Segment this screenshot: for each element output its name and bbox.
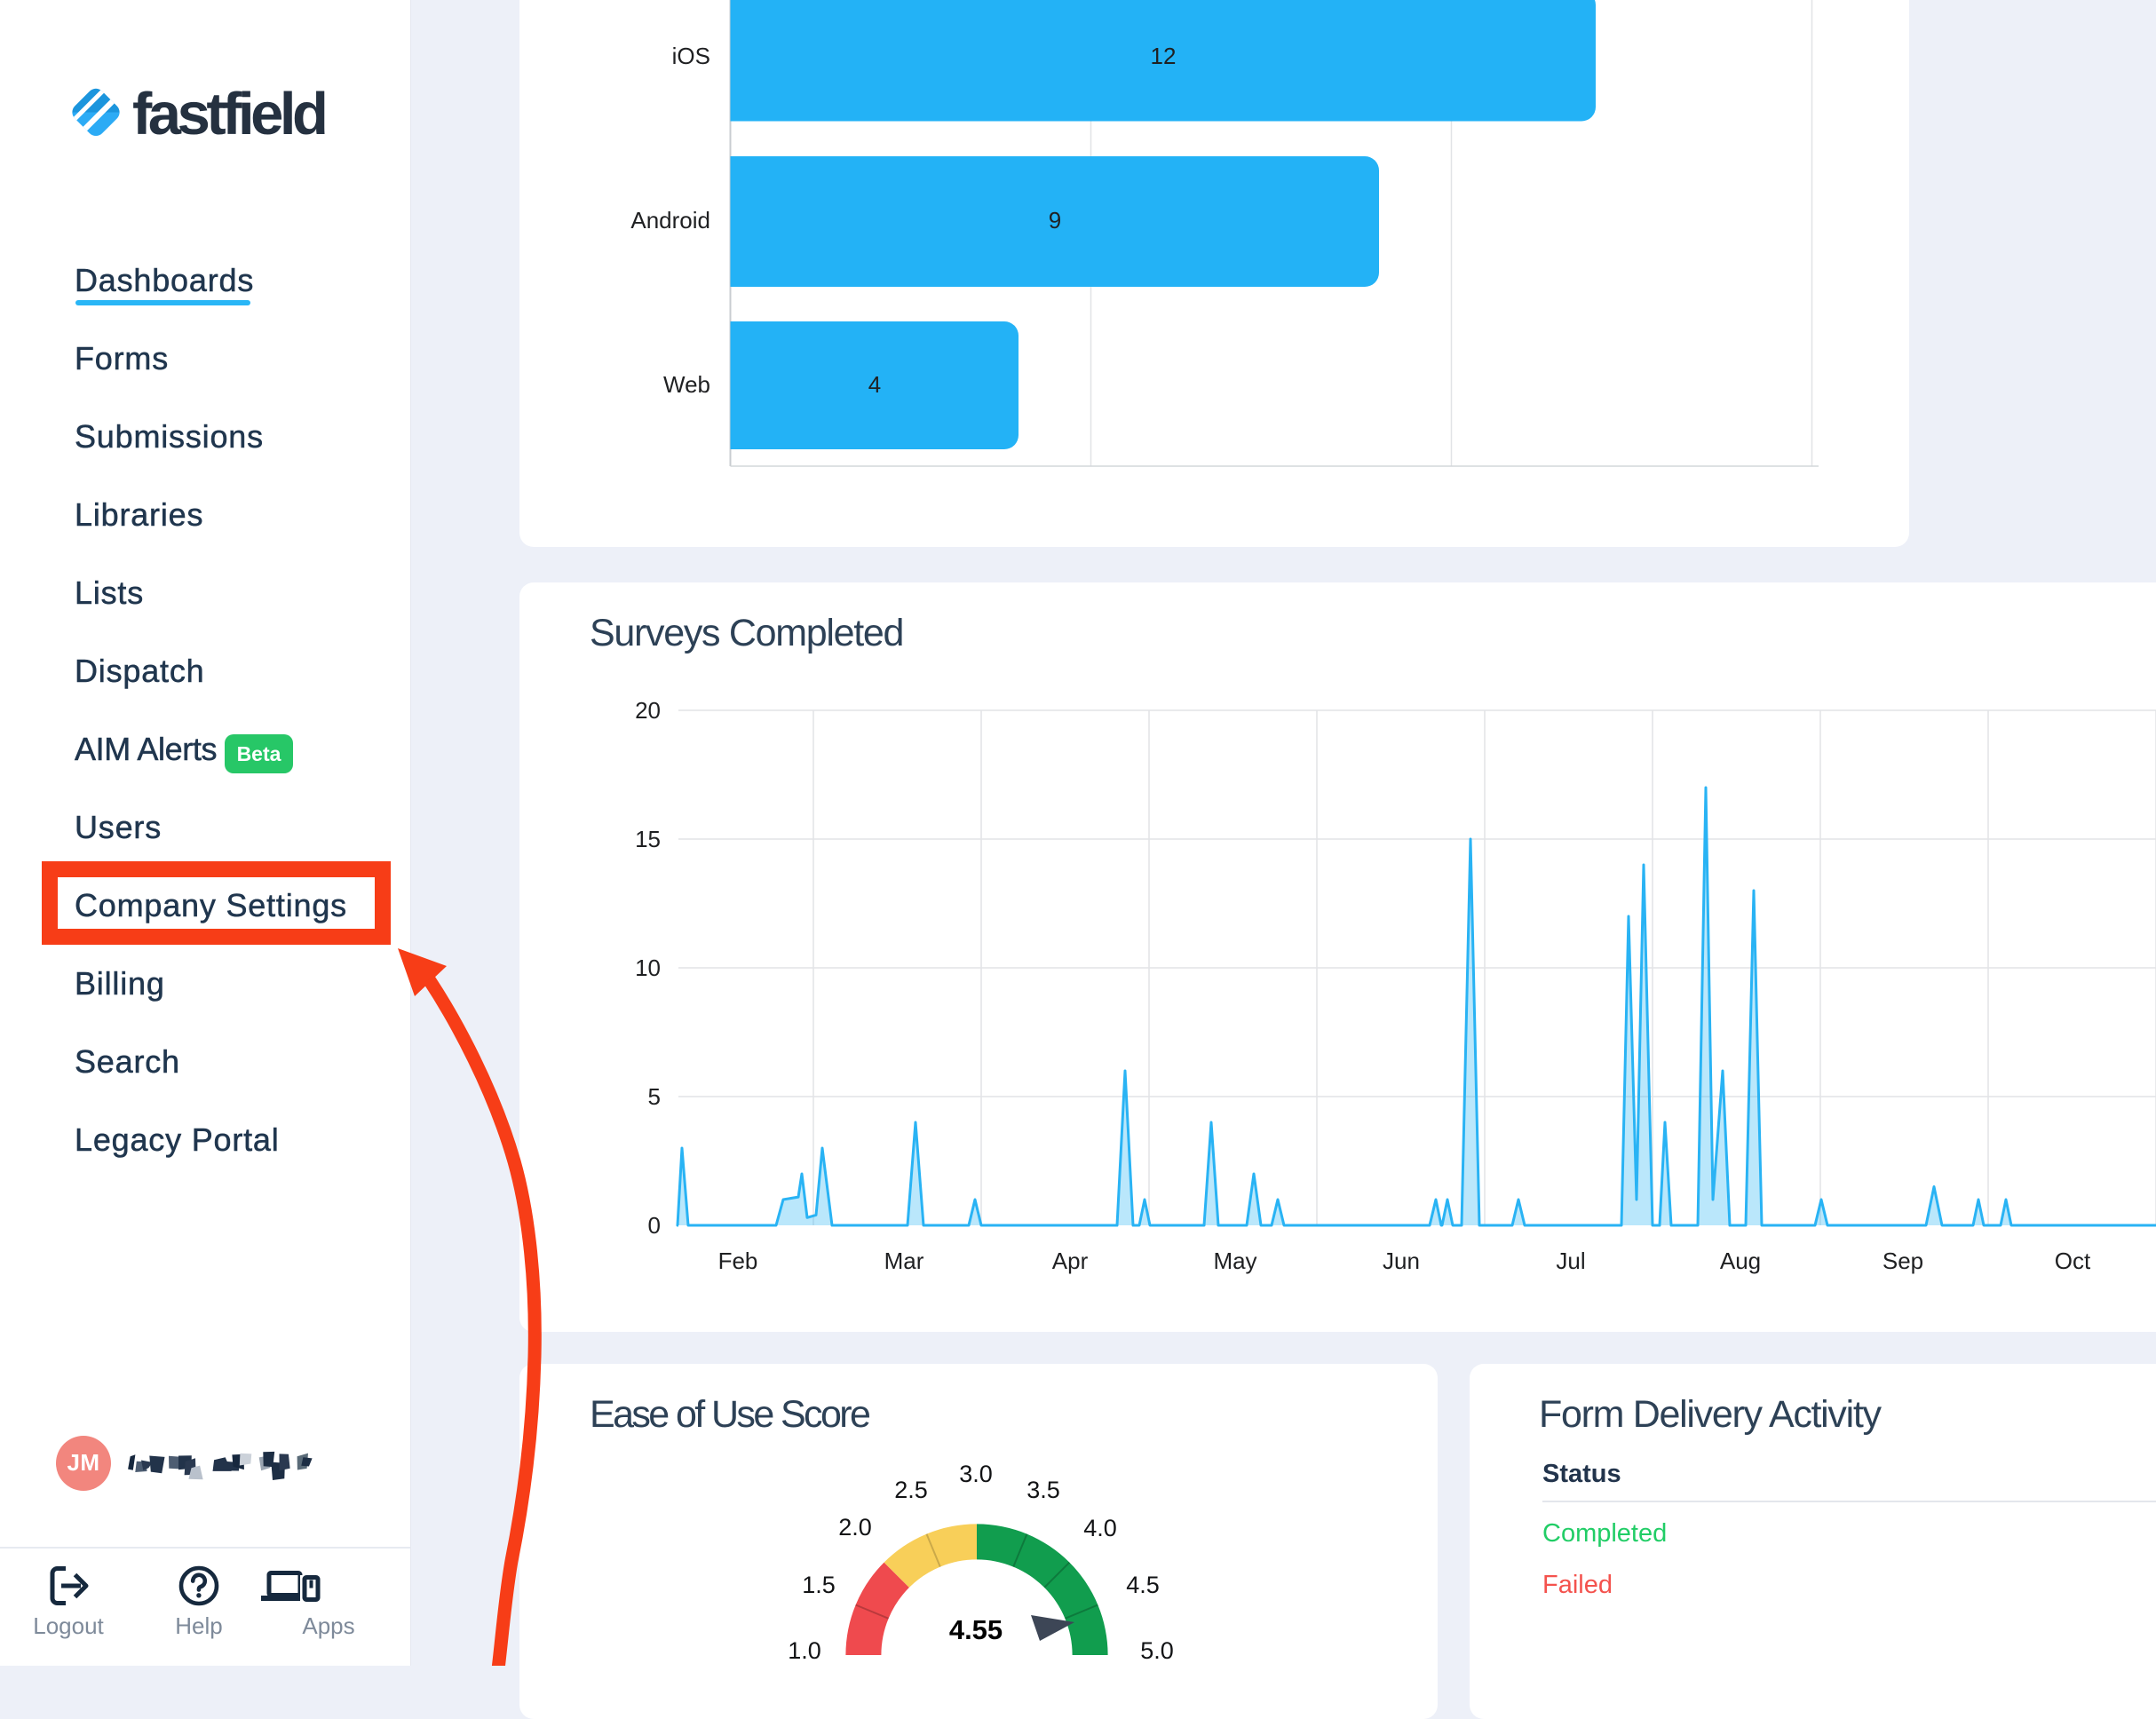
svg-text:1.0: 1.0 [788, 1637, 821, 1664]
svg-text:1.5: 1.5 [802, 1572, 836, 1598]
svg-text:Web: Web [663, 371, 710, 398]
svg-text:Jun: Jun [1383, 1248, 1420, 1274]
svg-text:Aug: Aug [1720, 1248, 1761, 1274]
svg-text:4: 4 [868, 371, 881, 398]
svg-text:20: 20 [635, 697, 661, 724]
svg-text:5.0: 5.0 [1140, 1637, 1174, 1664]
svg-text:4.55: 4.55 [949, 1614, 1003, 1645]
svg-text:4.5: 4.5 [1126, 1572, 1160, 1598]
svg-text:15: 15 [635, 826, 661, 852]
svg-text:2.5: 2.5 [894, 1477, 928, 1503]
svg-text:iOS: iOS [672, 43, 710, 69]
svg-text:12: 12 [1151, 43, 1177, 69]
svg-text:4.0: 4.0 [1083, 1515, 1117, 1541]
svg-text:Apr: Apr [1052, 1248, 1089, 1274]
svg-text:3.0: 3.0 [959, 1461, 993, 1487]
svg-text:Android: Android [630, 207, 710, 234]
svg-text:9: 9 [1049, 207, 1061, 234]
svg-text:3.5: 3.5 [1026, 1477, 1060, 1503]
svg-text:Mar: Mar [884, 1248, 924, 1274]
svg-text:Oct: Oct [2055, 1248, 2091, 1274]
svg-text:2.0: 2.0 [838, 1514, 872, 1541]
svg-text:10: 10 [635, 955, 661, 981]
svg-text:0: 0 [648, 1212, 661, 1239]
svg-text:Sep: Sep [1883, 1248, 1923, 1274]
svg-text:May: May [1213, 1248, 1256, 1274]
svg-text:Jul: Jul [1556, 1248, 1585, 1274]
svg-text:5: 5 [648, 1083, 661, 1110]
svg-text:Feb: Feb [718, 1248, 758, 1274]
